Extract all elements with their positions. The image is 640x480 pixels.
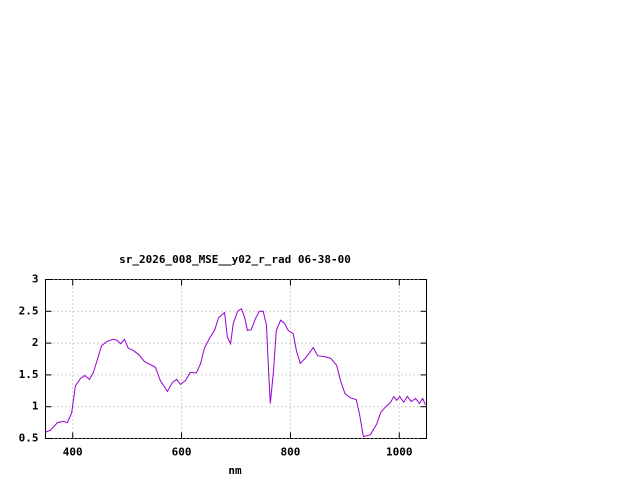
x-tick-label: 400 (63, 446, 83, 459)
plot-frame (45, 279, 427, 439)
y-tick-label: 2.5 (19, 304, 39, 317)
data-line (45, 307, 426, 438)
y-tick-label: 1.5 (19, 368, 39, 381)
y-tick-label: 1 (32, 400, 39, 413)
x-tick-label: 800 (280, 446, 300, 459)
x-axis-label: nm (228, 464, 242, 477)
x-tick-label: 1000 (386, 446, 413, 459)
y-tick-label: 3 (32, 273, 39, 286)
y-tick-label: 0.5 (19, 432, 39, 445)
x-tick-label: 600 (172, 446, 192, 459)
chart-title: sr_2026_008_MSE__y02_r_rad 06-38-00 (119, 253, 351, 266)
y-tick-label: 2 (32, 336, 39, 349)
